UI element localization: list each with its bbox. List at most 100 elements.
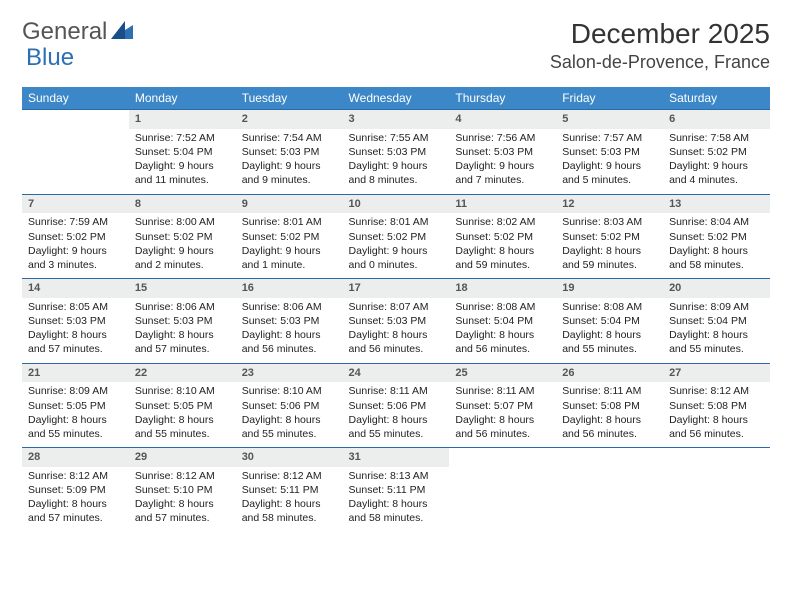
daylight-text: Daylight: 8 hours and 57 minutes. xyxy=(28,497,123,525)
sunrise-text: Sunrise: 8:09 AM xyxy=(669,300,764,314)
sunrise-text: Sunrise: 8:11 AM xyxy=(562,384,657,398)
day-number-cell: 19 xyxy=(556,279,663,298)
sunset-text: Sunset: 5:08 PM xyxy=(562,399,657,413)
daylight-text: Daylight: 8 hours and 55 minutes. xyxy=(135,413,230,441)
day-info-cell: Sunrise: 8:08 AMSunset: 5:04 PMDaylight:… xyxy=(449,298,556,363)
sunset-text: Sunset: 5:03 PM xyxy=(349,145,444,159)
weekday-header: Friday xyxy=(556,87,663,110)
day-info-cell xyxy=(22,129,129,194)
day-info-cell: Sunrise: 8:00 AMSunset: 5:02 PMDaylight:… xyxy=(129,213,236,278)
sunrise-text: Sunrise: 8:12 AM xyxy=(28,469,123,483)
sunrise-text: Sunrise: 8:00 AM xyxy=(135,215,230,229)
day-info-cell xyxy=(663,467,770,532)
sunrise-text: Sunrise: 8:03 AM xyxy=(562,215,657,229)
sunset-text: Sunset: 5:02 PM xyxy=(562,230,657,244)
day-number-row: 78910111213 xyxy=(22,194,770,213)
sunset-text: Sunset: 5:05 PM xyxy=(135,399,230,413)
day-number-cell: 27 xyxy=(663,363,770,382)
day-info-row: Sunrise: 8:05 AMSunset: 5:03 PMDaylight:… xyxy=(22,298,770,363)
sunset-text: Sunset: 5:03 PM xyxy=(455,145,550,159)
day-info-cell: Sunrise: 8:06 AMSunset: 5:03 PMDaylight:… xyxy=(129,298,236,363)
daylight-text: Daylight: 8 hours and 56 minutes. xyxy=(455,328,550,356)
day-info-cell: Sunrise: 7:55 AMSunset: 5:03 PMDaylight:… xyxy=(343,129,450,194)
daylight-text: Daylight: 8 hours and 58 minutes. xyxy=(242,497,337,525)
day-info-row: Sunrise: 8:09 AMSunset: 5:05 PMDaylight:… xyxy=(22,382,770,447)
daylight-text: Daylight: 9 hours and 11 minutes. xyxy=(135,159,230,187)
day-number-cell: 30 xyxy=(236,448,343,467)
day-info-cell: Sunrise: 8:11 AMSunset: 5:06 PMDaylight:… xyxy=(343,382,450,447)
sunset-text: Sunset: 5:03 PM xyxy=(242,314,337,328)
day-number-cell: 2 xyxy=(236,110,343,129)
sunset-text: Sunset: 5:04 PM xyxy=(562,314,657,328)
sunset-text: Sunset: 5:08 PM xyxy=(669,399,764,413)
sunrise-text: Sunrise: 7:56 AM xyxy=(455,131,550,145)
day-info-cell: Sunrise: 8:01 AMSunset: 5:02 PMDaylight:… xyxy=(236,213,343,278)
sunrise-text: Sunrise: 7:52 AM xyxy=(135,131,230,145)
daylight-text: Daylight: 8 hours and 57 minutes. xyxy=(135,497,230,525)
sunset-text: Sunset: 5:03 PM xyxy=(135,314,230,328)
logo-text-2: Blue xyxy=(26,44,74,72)
sunrise-text: Sunrise: 8:01 AM xyxy=(349,215,444,229)
day-info-cell: Sunrise: 7:59 AMSunset: 5:02 PMDaylight:… xyxy=(22,213,129,278)
sunrise-text: Sunrise: 8:13 AM xyxy=(349,469,444,483)
day-number-row: 14151617181920 xyxy=(22,279,770,298)
day-info-cell: Sunrise: 7:52 AMSunset: 5:04 PMDaylight:… xyxy=(129,129,236,194)
day-info-cell: Sunrise: 8:11 AMSunset: 5:07 PMDaylight:… xyxy=(449,382,556,447)
day-number-cell: 7 xyxy=(22,194,129,213)
daylight-text: Daylight: 9 hours and 2 minutes. xyxy=(135,244,230,272)
day-info-cell: Sunrise: 7:58 AMSunset: 5:02 PMDaylight:… xyxy=(663,129,770,194)
day-number-cell xyxy=(449,448,556,467)
sunset-text: Sunset: 5:04 PM xyxy=(669,314,764,328)
logo-line2: Blue xyxy=(26,44,74,72)
day-info-cell: Sunrise: 7:57 AMSunset: 5:03 PMDaylight:… xyxy=(556,129,663,194)
day-info-row: Sunrise: 8:12 AMSunset: 5:09 PMDaylight:… xyxy=(22,467,770,532)
day-number-cell: 29 xyxy=(129,448,236,467)
day-number-cell: 26 xyxy=(556,363,663,382)
day-info-cell: Sunrise: 8:03 AMSunset: 5:02 PMDaylight:… xyxy=(556,213,663,278)
day-info-cell: Sunrise: 8:12 AMSunset: 5:11 PMDaylight:… xyxy=(236,467,343,532)
daylight-text: Daylight: 8 hours and 55 minutes. xyxy=(28,413,123,441)
day-number-row: 21222324252627 xyxy=(22,363,770,382)
weekday-header: Sunday xyxy=(22,87,129,110)
day-number-cell: 13 xyxy=(663,194,770,213)
day-number-cell: 3 xyxy=(343,110,450,129)
day-number-cell: 23 xyxy=(236,363,343,382)
day-number-cell: 31 xyxy=(343,448,450,467)
day-number-cell: 10 xyxy=(343,194,450,213)
daylight-text: Daylight: 8 hours and 56 minutes. xyxy=(242,328,337,356)
sunset-text: Sunset: 5:04 PM xyxy=(455,314,550,328)
sunset-text: Sunset: 5:04 PM xyxy=(135,145,230,159)
header: General December 2025 Salon-de-Provence,… xyxy=(22,18,770,73)
sunset-text: Sunset: 5:10 PM xyxy=(135,483,230,497)
sunrise-text: Sunrise: 7:55 AM xyxy=(349,131,444,145)
day-number-cell: 17 xyxy=(343,279,450,298)
sunrise-text: Sunrise: 8:12 AM xyxy=(242,469,337,483)
day-number-cell xyxy=(556,448,663,467)
day-info-cell: Sunrise: 8:11 AMSunset: 5:08 PMDaylight:… xyxy=(556,382,663,447)
day-info-cell: Sunrise: 8:06 AMSunset: 5:03 PMDaylight:… xyxy=(236,298,343,363)
daylight-text: Daylight: 8 hours and 55 minutes. xyxy=(349,413,444,441)
day-number-cell: 21 xyxy=(22,363,129,382)
sunrise-text: Sunrise: 8:11 AM xyxy=(455,384,550,398)
day-number-cell: 8 xyxy=(129,194,236,213)
logo-text-1: General xyxy=(22,18,107,46)
sunset-text: Sunset: 5:11 PM xyxy=(349,483,444,497)
sunset-text: Sunset: 5:02 PM xyxy=(135,230,230,244)
logo: General xyxy=(22,18,135,46)
day-number-cell: 6 xyxy=(663,110,770,129)
sunrise-text: Sunrise: 8:04 AM xyxy=(669,215,764,229)
daylight-text: Daylight: 9 hours and 9 minutes. xyxy=(242,159,337,187)
daylight-text: Daylight: 8 hours and 58 minutes. xyxy=(669,244,764,272)
day-number-cell: 12 xyxy=(556,194,663,213)
sunrise-text: Sunrise: 8:06 AM xyxy=(242,300,337,314)
sunset-text: Sunset: 5:03 PM xyxy=(28,314,123,328)
day-info-cell: Sunrise: 8:07 AMSunset: 5:03 PMDaylight:… xyxy=(343,298,450,363)
sunrise-text: Sunrise: 8:01 AM xyxy=(242,215,337,229)
day-number-cell: 1 xyxy=(129,110,236,129)
day-number-cell: 24 xyxy=(343,363,450,382)
daylight-text: Daylight: 9 hours and 8 minutes. xyxy=(349,159,444,187)
day-number-cell: 28 xyxy=(22,448,129,467)
day-number-cell: 25 xyxy=(449,363,556,382)
weekday-header: Tuesday xyxy=(236,87,343,110)
sunrise-text: Sunrise: 8:12 AM xyxy=(135,469,230,483)
